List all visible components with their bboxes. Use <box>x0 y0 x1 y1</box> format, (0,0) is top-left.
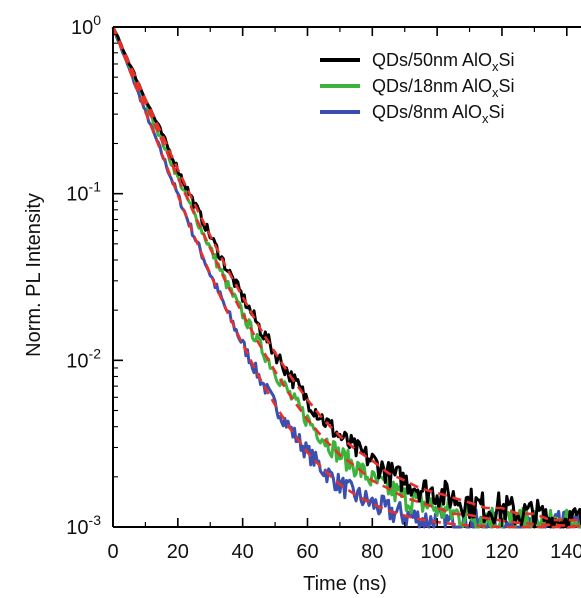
legend-label: QDs/8nm AlOxSi <box>372 102 505 126</box>
fit-curve <box>111 26 581 528</box>
x-tick-label: 120 <box>485 541 518 563</box>
y-axis-ticks: 100 10-1 10-2 10-3 <box>66 12 123 539</box>
y-axis-title: Norm. PL Intensity <box>23 193 45 357</box>
y-tick-label: 10-1 <box>66 179 101 206</box>
x-tick-label: 60 <box>296 541 318 563</box>
x-tick-label: 0 <box>107 541 118 563</box>
x-tick-label: 140 <box>550 541 581 563</box>
x-tick-label: 40 <box>232 541 254 563</box>
x-tick-label: 20 <box>167 541 189 563</box>
x-tick-label: 100 <box>420 541 453 563</box>
x-axis-ticks: 0 20 40 60 80 100 120 140 <box>107 27 581 563</box>
legend-label: QDs/18nm AlOxSi <box>372 76 515 100</box>
x-axis-title: Time (ns) <box>303 573 387 595</box>
legend-label: QDs/50nm AlOxSi <box>372 50 515 74</box>
y-tick-label: 10-3 <box>66 512 101 539</box>
fit-curve <box>111 26 581 522</box>
y-tick-label: 10-2 <box>66 345 101 372</box>
y-tick-label: 100 <box>71 12 101 39</box>
fit-layer <box>111 26 581 529</box>
x-tick-label: 80 <box>361 541 383 563</box>
fit-curve <box>111 26 581 529</box>
